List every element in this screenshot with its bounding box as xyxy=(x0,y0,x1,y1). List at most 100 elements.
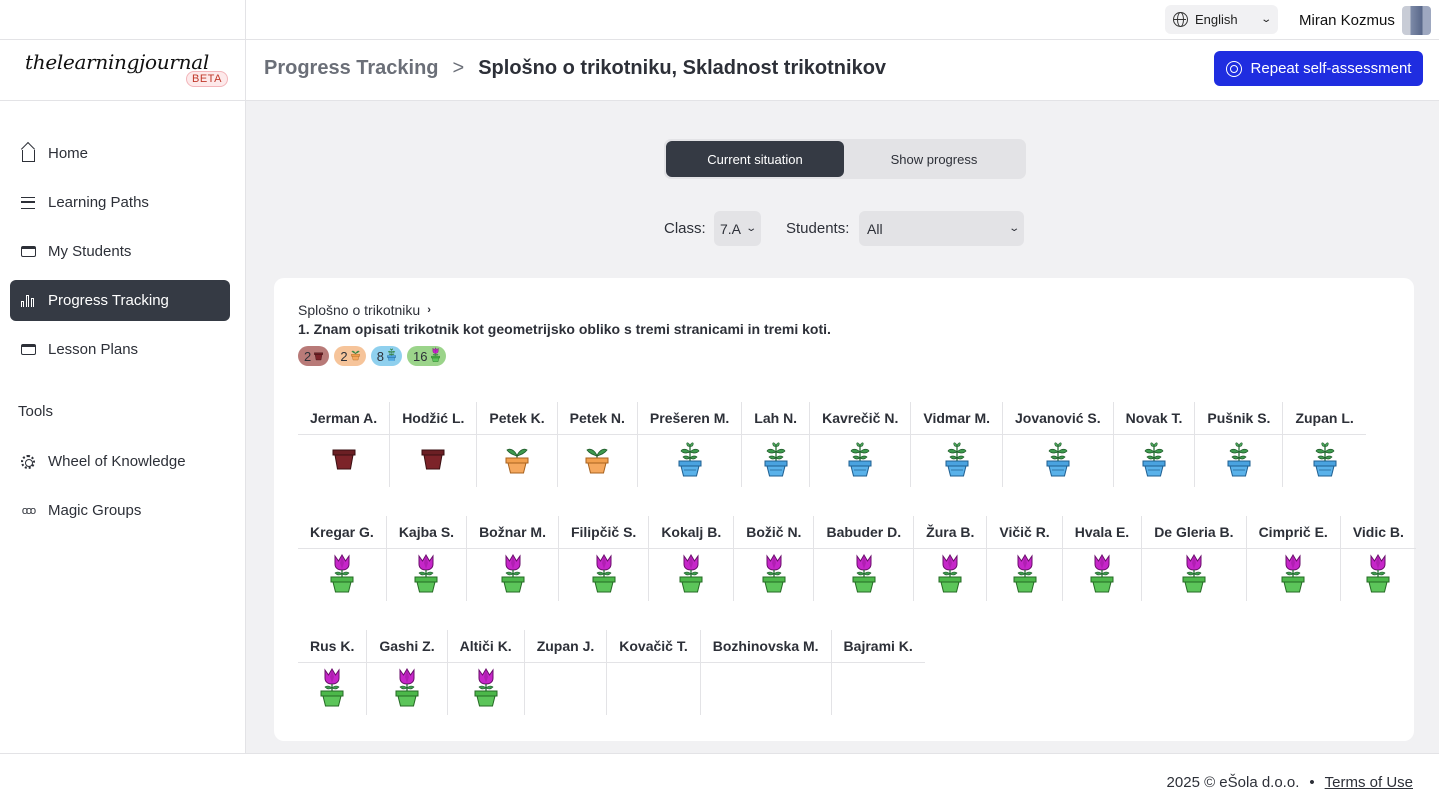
breadcrumb-root[interactable]: Progress Tracking xyxy=(264,57,439,79)
student-column[interactable]: Petek N. xyxy=(556,402,637,487)
student-name: Lah N. xyxy=(742,402,810,435)
topic-link[interactable]: Splošno o trikotniku › xyxy=(298,302,431,318)
student-name: Petek N. xyxy=(557,402,637,435)
plant-icon xyxy=(1227,441,1251,482)
student-column[interactable]: Kregar G. xyxy=(298,516,386,601)
stage-count-badge: 2 xyxy=(334,346,366,366)
student-column[interactable]: Zupan J. xyxy=(523,630,607,715)
plant-icon xyxy=(1142,441,1166,482)
student-stage-cell xyxy=(1247,549,1340,601)
student-name: Pušnik S. xyxy=(1195,402,1283,435)
sidebar: Home Learning Paths My Students Progress… xyxy=(0,101,246,753)
groups-icon: ooo xyxy=(21,504,36,517)
student-column[interactable]: Prešeren M. xyxy=(636,402,742,487)
pot-icon xyxy=(421,448,445,475)
language-select[interactable]: English ⌄ xyxy=(1165,5,1278,34)
tab-current-situation[interactable]: Current situation xyxy=(666,141,844,177)
students-select[interactable]: All ⌄ xyxy=(859,211,1024,246)
student-column[interactable]: De Gleria B. xyxy=(1141,516,1246,601)
student-column[interactable]: Novak T. xyxy=(1112,402,1195,487)
tab-show-progress[interactable]: Show progress xyxy=(890,151,978,167)
student-stage-cell xyxy=(1063,549,1141,601)
sidebar-item-label: Home xyxy=(48,145,89,162)
class-select-value: 7.A xyxy=(720,220,742,237)
student-name: Kregar G. xyxy=(298,516,386,549)
sidebar-item-label: Magic Groups xyxy=(48,502,142,519)
objective-statement: 1. Znam opisati trikotnik kot geometrijs… xyxy=(298,321,831,337)
stage-count-badge: 8 xyxy=(370,346,403,366)
logo[interactable]: thelearningjournal xyxy=(25,50,209,74)
stage-count: 16 xyxy=(413,348,428,364)
student-stage-cell xyxy=(1283,435,1365,487)
student-row: Rus K. Gashi Z. Altiči K. Zupan J. Kovačič T… xyxy=(298,630,925,715)
student-column[interactable]: Petek K. xyxy=(476,402,557,487)
student-name: Zupan J. xyxy=(524,630,607,663)
students-icon xyxy=(20,244,36,260)
student-column[interactable]: Božič N. xyxy=(733,516,814,601)
sidebar-item-wheel-of-knowledge[interactable]: Wheel of Knowledge xyxy=(10,441,230,482)
student-stage-cell xyxy=(701,663,831,715)
flower-icon xyxy=(1281,553,1305,598)
flower-icon xyxy=(679,553,703,598)
student-column[interactable]: Vidic B. xyxy=(1339,516,1416,601)
student-name: Altiči K. xyxy=(447,630,524,663)
sidebar-item-lesson-plans[interactable]: Lesson Plans xyxy=(10,329,230,370)
student-stage-cell xyxy=(832,663,925,715)
plant-icon xyxy=(945,441,969,482)
student-stage-cell xyxy=(1114,435,1195,487)
student-column[interactable]: Altiči K. xyxy=(446,630,524,715)
student-column[interactable]: Zupan L. xyxy=(1282,402,1366,487)
student-column[interactable]: Vičič R. xyxy=(986,516,1062,601)
student-name: Rus K. xyxy=(298,630,367,663)
student-name: Hvala E. xyxy=(1062,516,1142,549)
student-column[interactable]: Babuder D. xyxy=(813,516,914,601)
sidebar-item-learning-paths[interactable]: Learning Paths xyxy=(10,182,230,223)
student-column[interactable]: Gashi Z. xyxy=(366,630,447,715)
student-name: Kavrečič N. xyxy=(810,402,911,435)
student-column[interactable]: Filipčič S. xyxy=(557,516,649,601)
student-stage-cell xyxy=(477,435,556,487)
avatar[interactable] xyxy=(1401,5,1431,35)
user-menu[interactable]: Miran Kozmus xyxy=(1299,0,1431,40)
student-name: Filipčič S. xyxy=(558,516,649,549)
flower-icon xyxy=(592,553,616,598)
student-column[interactable]: Kajba S. xyxy=(385,516,467,601)
student-column[interactable]: Rus K. xyxy=(298,630,367,715)
sidebar-item-magic-groups[interactable]: ooo Magic Groups xyxy=(10,490,230,531)
flower-icon xyxy=(1090,553,1114,598)
flower-icon xyxy=(414,553,438,598)
student-column[interactable]: Hodžić L. xyxy=(389,402,477,487)
student-column[interactable]: Kovačič T. xyxy=(606,630,700,715)
sidebar-item-progress-tracking[interactable]: Progress Tracking xyxy=(10,280,230,321)
student-name: Vičič R. xyxy=(987,516,1062,549)
sidebar-item-home[interactable]: Home xyxy=(10,133,230,174)
student-column[interactable]: Cimprič E. xyxy=(1245,516,1340,601)
sprout-icon xyxy=(350,349,360,364)
student-stage-cell xyxy=(742,435,809,487)
student-name: Cimprič E. xyxy=(1246,516,1340,549)
student-column[interactable]: Hvala E. xyxy=(1061,516,1142,601)
repeat-self-assessment-button[interactable]: Repeat self-assessment xyxy=(1214,51,1423,86)
student-column[interactable]: Žura B. xyxy=(913,516,987,601)
student-column[interactable]: Jovanović S. xyxy=(1002,402,1113,487)
student-column[interactable]: Pušnik S. xyxy=(1194,402,1283,487)
student-column[interactable]: Božnar M. xyxy=(466,516,558,601)
student-name: Prešeren M. xyxy=(637,402,742,435)
terms-of-use-link[interactable]: Terms of Use xyxy=(1324,774,1413,791)
student-column[interactable]: Kokalj B. xyxy=(648,516,734,601)
student-name: Babuder D. xyxy=(814,516,914,549)
student-column[interactable]: Lah N. xyxy=(741,402,810,487)
student-column[interactable]: Kavrečič N. xyxy=(809,402,911,487)
student-column[interactable]: Bozhinovska M. xyxy=(699,630,831,715)
class-select[interactable]: 7.A ⌄ xyxy=(714,211,761,246)
student-column[interactable]: Jerman A. xyxy=(298,402,390,487)
student-stage-cell xyxy=(810,435,910,487)
flower-icon xyxy=(1182,553,1206,598)
lesson-plans-icon xyxy=(20,342,36,358)
student-column[interactable]: Bajrami K. xyxy=(830,630,925,715)
sidebar-item-my-students[interactable]: My Students xyxy=(10,231,230,272)
flower-icon xyxy=(938,553,962,598)
student-column[interactable]: Vidmar M. xyxy=(910,402,1003,487)
page-header: thelearningjournal BETA Progress Trackin… xyxy=(0,40,1439,101)
chevron-down-icon: ⌄ xyxy=(1259,14,1272,25)
